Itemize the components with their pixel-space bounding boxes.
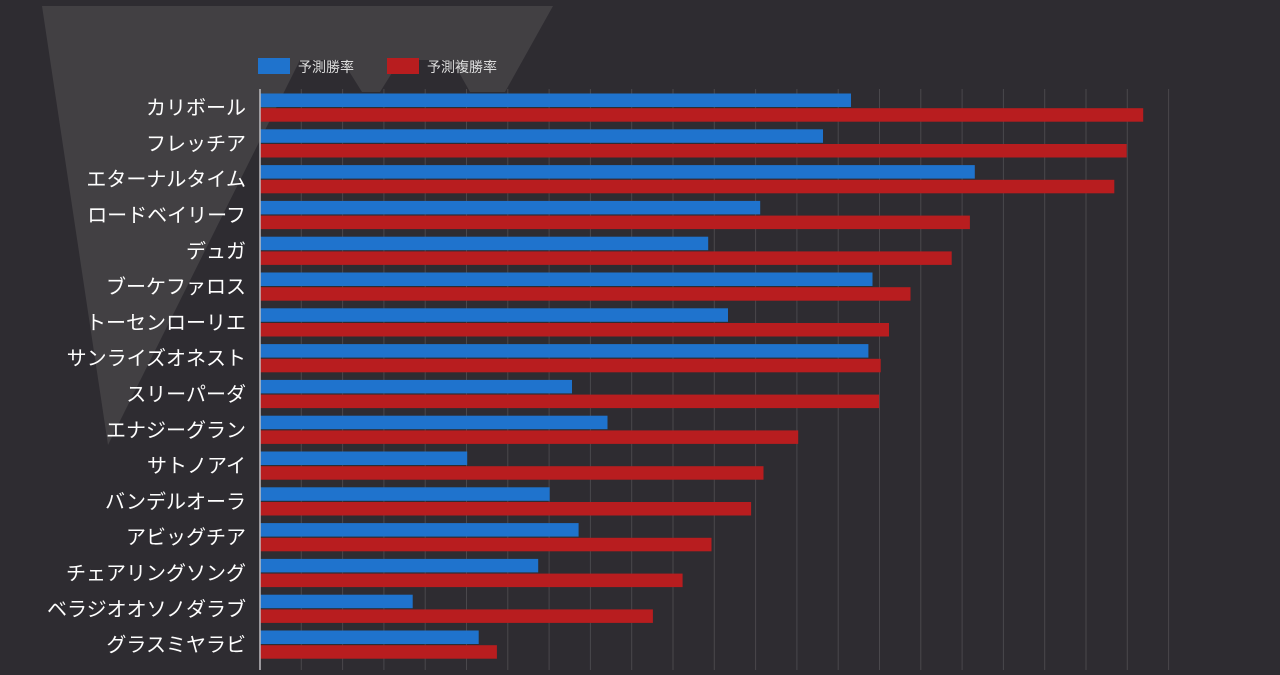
category-label: グラスミヤラビ bbox=[106, 633, 246, 657]
bar-place-rate bbox=[260, 251, 952, 265]
category-label: ロードベイリーフ bbox=[87, 203, 246, 227]
legend-label-win-rate: 予測勝率 bbox=[298, 59, 354, 76]
bar-place-rate bbox=[260, 537, 712, 552]
legend-swatch-place-rate bbox=[387, 58, 419, 74]
category-label: トーセンローリエ bbox=[86, 310, 246, 334]
bar-place-rate bbox=[260, 179, 1115, 194]
bar-place-rate bbox=[260, 287, 911, 301]
category-label: エターナルタイム bbox=[86, 167, 246, 191]
category-labels: カリボールフレッチアエターナルタイムロードベイリーフデュガブーケファロストーセン… bbox=[47, 96, 246, 657]
bar-win-rate bbox=[260, 200, 761, 215]
legend: 予測勝率 予測複勝率 bbox=[258, 58, 497, 76]
bar-win-rate bbox=[260, 630, 479, 644]
bar-place-rate bbox=[260, 215, 970, 230]
bar-win-rate bbox=[260, 129, 823, 143]
bar-win-rate bbox=[260, 93, 851, 107]
watermark-shape bbox=[42, 6, 553, 445]
category-label: ベラジオオソノダラブ bbox=[47, 597, 246, 621]
category-label: サンライズオネスト bbox=[67, 346, 246, 370]
legend-swatch-win-rate bbox=[258, 58, 290, 74]
bar-place-rate bbox=[260, 394, 880, 409]
category-label: サトノアイ bbox=[147, 454, 246, 478]
bar-place-rate bbox=[260, 502, 752, 516]
bar-win-rate bbox=[260, 344, 869, 358]
bar-win-rate bbox=[260, 451, 468, 465]
bars bbox=[260, 93, 1144, 659]
category-label: エナジーグラン bbox=[106, 418, 246, 442]
category-label: ブーケファロス bbox=[106, 275, 246, 299]
bar-win-rate bbox=[260, 558, 539, 573]
bar-win-rate bbox=[260, 272, 873, 286]
category-label: フレッチア bbox=[146, 131, 246, 155]
bar-win-rate bbox=[260, 236, 709, 251]
bar-win-rate bbox=[260, 487, 550, 501]
bar-place-rate bbox=[260, 430, 799, 444]
category-label: アビッグチア bbox=[126, 525, 246, 549]
bar-place-rate bbox=[260, 323, 889, 337]
bar-win-rate bbox=[260, 165, 975, 179]
bar-place-rate bbox=[260, 609, 653, 623]
category-label: カリボール bbox=[146, 96, 246, 120]
bar-place-rate bbox=[260, 358, 881, 373]
bar-place-rate bbox=[260, 573, 683, 588]
category-label: スリーパーダ bbox=[126, 382, 246, 406]
bar-place-rate bbox=[260, 144, 1127, 158]
category-label: バンデルオーラ bbox=[105, 489, 246, 513]
bar-win-rate bbox=[260, 379, 572, 394]
bar-win-rate bbox=[260, 523, 579, 537]
watermark-triangle bbox=[42, 6, 553, 445]
category-label: デュガ bbox=[186, 239, 246, 263]
bar-win-rate bbox=[260, 308, 728, 322]
bar-place-rate bbox=[260, 645, 497, 659]
legend-label-place-rate: 予測複勝率 bbox=[427, 59, 497, 76]
bar-place-rate bbox=[260, 108, 1144, 122]
bar-win-rate bbox=[260, 415, 608, 430]
bar-win-rate bbox=[260, 594, 413, 609]
category-label: チェアリングソング bbox=[66, 561, 246, 585]
bar-place-rate bbox=[260, 466, 764, 480]
